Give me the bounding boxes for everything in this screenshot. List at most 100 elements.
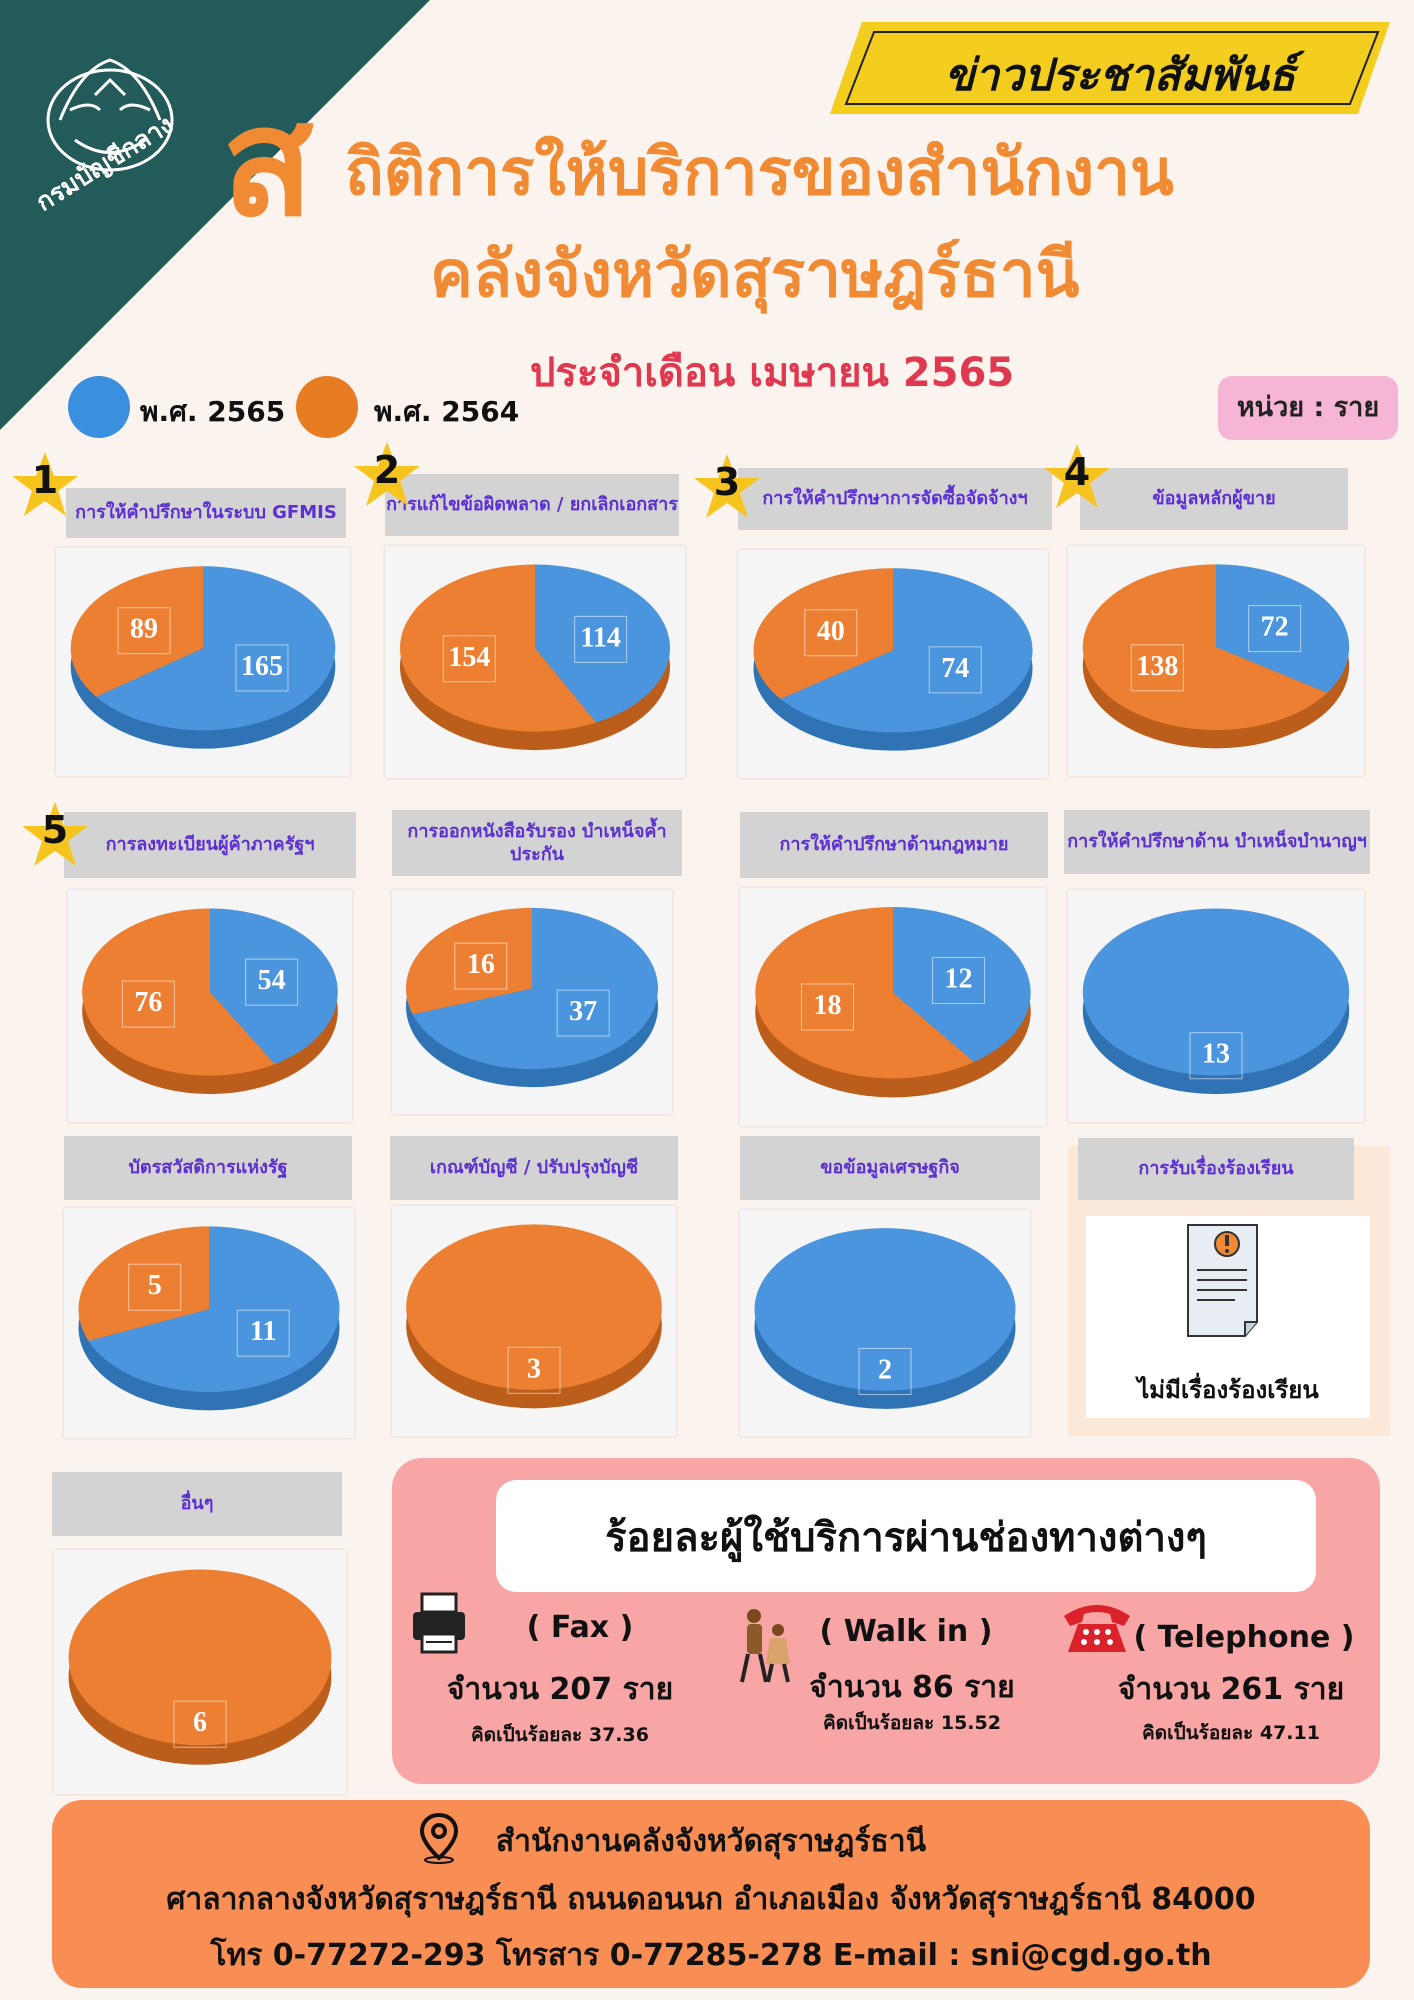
location-pin-icon	[419, 1812, 459, 1864]
pie-svg: 6	[68, 1569, 332, 1765]
pie-value-box	[173, 1700, 227, 1748]
rank-star-icon: 5	[20, 800, 90, 870]
channel-walkin-name: ( Walk in )	[819, 1614, 993, 1649]
rank-number: 1	[31, 458, 59, 502]
pie-value-box	[804, 609, 858, 657]
rank-number: 3	[713, 460, 741, 504]
pie-slice-2564	[400, 564, 597, 732]
pie-title: ข้อมูลหลักผู้ขาย	[1080, 468, 1348, 530]
pie-svg: 165 89	[70, 566, 336, 749]
page-subtitle: ประจำเดือน เมษายน 2565	[530, 350, 1015, 396]
garuda-logo-icon	[46, 58, 174, 172]
pie-value-box	[801, 983, 855, 1031]
complaint-status: ไม่มีเรื่องร้องเรียน	[1137, 1376, 1319, 1404]
pie-value-label: 6	[193, 1707, 207, 1738]
pie-title: การให้คำปรึกษาในระบบ GFMIS	[66, 488, 346, 538]
pie-value-box	[236, 1309, 290, 1357]
rank-number: 5	[41, 808, 69, 852]
pie-chart: 11 5	[64, 1208, 354, 1438]
pie-chart: 165 89	[56, 548, 350, 776]
pie-value-label: 37	[569, 996, 597, 1027]
news-banner-label: ข่าวประชาสัมพันธ์	[944, 50, 1296, 101]
footer-contact: โทร 0-77272-293 โทรสาร 0-77285-278 E-mai…	[210, 1938, 1212, 1973]
channel-fax-percent: คิดเป็นร้อยละ 37.36	[471, 1724, 649, 1746]
pie-value-box	[858, 1347, 912, 1395]
pie-title: การให้คำปรึกษาด้าน บำเหน็จบำนาญฯ	[1064, 810, 1370, 874]
pie-title: บัตรสวัสดิการแห่งรัฐ	[64, 1136, 352, 1200]
pie-slice-2565	[88, 1226, 340, 1392]
channel-walkin-count: จำนวน 86 ราย	[809, 1670, 1015, 1705]
rank-star-icon: 2	[352, 440, 422, 510]
pie-slice-2564	[753, 568, 893, 699]
pie-value-label: 18	[814, 990, 842, 1021]
pie-value-label: 2	[878, 1354, 892, 1385]
pie-slice-2565	[210, 908, 338, 1065]
pie-slice-2564	[1082, 564, 1328, 730]
pie-title: การออกหนังสือรับรอง บำเหน็จค้ำประกัน	[392, 810, 682, 876]
pie-svg: 54 76	[82, 908, 338, 1095]
page-title-line2: คลังจังหวัดสุราษฎร์ธานี	[430, 238, 1080, 312]
pie-title: การให้คำปรึกษาด้านกฎหมาย	[740, 812, 1048, 878]
pie-slice-2564	[406, 907, 532, 1015]
rank-star-icon: 3	[692, 452, 762, 522]
pie-chart: 6	[54, 1550, 346, 1794]
walking-people-icon	[740, 1609, 790, 1683]
pie-value-box	[1130, 644, 1184, 692]
pie-value-box	[117, 607, 171, 655]
pie-value-label: 89	[130, 614, 158, 645]
pie-slice-2565	[780, 568, 1033, 733]
pie-value-label: 154	[448, 642, 490, 673]
telephone-icon	[1064, 1605, 1130, 1652]
pie-value-label: 3	[527, 1353, 541, 1384]
pie-svg: 37 16	[406, 907, 658, 1088]
legend-label-2564: พ.ศ. 2564	[374, 395, 520, 428]
pie-chart: 74 40	[738, 550, 1048, 778]
pie-slice-2565	[1082, 908, 1350, 1076]
channels-title-box	[496, 1480, 1316, 1592]
pie-value-label: 54	[258, 965, 286, 996]
pie-value-label: 40	[817, 616, 845, 647]
legend-swatch-2564	[296, 376, 358, 438]
rank-star-icon: 4	[1042, 442, 1112, 512]
rank-star-icon: 1	[10, 450, 80, 520]
pie-value-label: 74	[941, 653, 969, 684]
news-banner	[830, 22, 1390, 114]
pie-value-box	[507, 1346, 561, 1394]
pie-value-box	[556, 989, 610, 1037]
pie-value-box	[128, 1263, 182, 1311]
pie-value-box	[442, 635, 496, 683]
pie-slice-2565	[1216, 564, 1350, 693]
pie-value-label: 76	[134, 987, 162, 1018]
title-initial: ส	[222, 76, 314, 250]
pie-value-box	[454, 942, 508, 990]
channel-fax-name: ( Fax )	[526, 1610, 634, 1645]
pie-title: การให้คำปรึกษาการจัดซื้อจัดจ้างฯ	[738, 468, 1052, 530]
page-title-line1: ถิติการให้บริการของสำนักงาน	[345, 136, 1174, 210]
pie-slice-2564	[82, 908, 275, 1076]
pie-slice-2564	[70, 566, 203, 697]
corner-decoration	[0, 0, 430, 430]
pie-slice-2564	[68, 1569, 332, 1746]
pie-slice-2565	[412, 907, 658, 1070]
pie-value-box	[245, 958, 299, 1006]
pie-title: ขอข้อมูลเศรษฐกิจ	[740, 1136, 1040, 1200]
pie-chart: 72 138	[1068, 546, 1364, 776]
channels-title: ร้อยละผู้ใช้บริการผ่านช่องทางต่างๆ	[605, 1515, 1207, 1561]
pie-chart: 13	[1068, 890, 1364, 1122]
pie-svg: 114 154	[400, 564, 670, 751]
channel-telephone-percent: คิดเป็นร้อยละ 47.11	[1142, 1722, 1320, 1744]
rank-number: 2	[373, 448, 401, 492]
channel-walkin-percent: คิดเป็นร้อยละ 15.52	[823, 1712, 1001, 1734]
pie-slice-2565	[535, 564, 670, 723]
pie-chart: 37 16	[392, 890, 672, 1114]
pie-title: เกณฑ์บัญชี / ปรับปรุงบัญชี	[390, 1136, 678, 1200]
pie-value-box	[1189, 1032, 1243, 1080]
fax-icon	[413, 1592, 465, 1654]
pie-value-label: 11	[250, 1316, 276, 1347]
pie-value-box	[1248, 605, 1302, 653]
unit-badge: หน่วย : ราย	[1218, 376, 1398, 440]
pie-svg: 3	[406, 1224, 662, 1409]
pie-title: การลงทะเบียนผู้ค้าภาครัฐฯ	[64, 812, 356, 878]
pie-chart: 114 154	[385, 546, 685, 778]
pie-value-label: 72	[1261, 612, 1289, 643]
